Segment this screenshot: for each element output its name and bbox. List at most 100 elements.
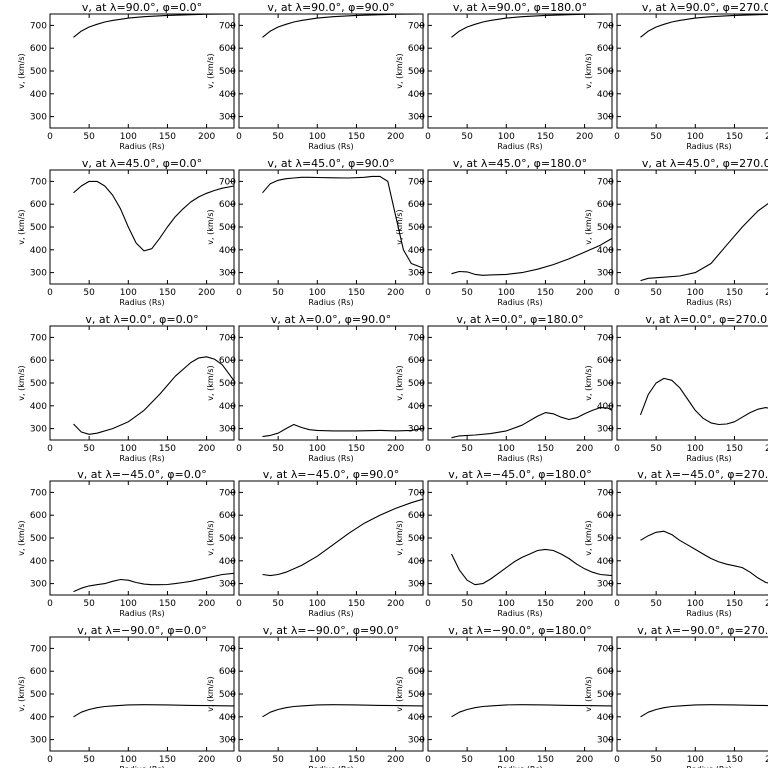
chart-title: v, at λ=−45.0°, φ=180.0°	[448, 468, 591, 481]
x-tick-label: 0	[614, 444, 620, 454]
x-tick-label: 50	[272, 599, 284, 609]
x-tick-label: 200	[198, 444, 215, 454]
chart-title: v, at λ=0.0°, φ=90.0°	[271, 313, 391, 326]
y-tick-label: 700	[30, 21, 47, 31]
series-line-1	[73, 572, 235, 593]
y-tick-label: 500	[597, 223, 614, 233]
y-axis-label: v, (km/s)	[395, 209, 404, 244]
y-tick-label: 600	[408, 44, 425, 54]
y-tick-label: 400	[219, 246, 236, 256]
y-tick-label: 600	[219, 356, 236, 366]
y-tick-label: 500	[408, 223, 425, 233]
x-tick-label: 150	[726, 755, 743, 765]
x-axis-label: Radius (Rs)	[497, 142, 542, 151]
x-tick-label: 0	[614, 599, 620, 609]
x-tick-label: 150	[159, 288, 176, 298]
y-tick-label: 300	[597, 736, 614, 746]
chart-title: v, at λ=−45.0°, φ=270.0°	[637, 468, 768, 481]
series-line-1	[640, 202, 768, 282]
x-tick-label: 50	[650, 755, 662, 765]
x-tick-label: 150	[348, 288, 365, 298]
x-tick-label: 50	[83, 599, 95, 609]
y-tick-label: 600	[219, 200, 236, 210]
y-tick-label: 500	[219, 534, 236, 544]
chart-panel-2: 0 50 100 150 200 300 400 500 600 700 v, at λ=90.0°…	[206, 1, 424, 151]
x-tick-label: 100	[309, 444, 326, 454]
x-tick-label: 200	[765, 444, 768, 454]
y-tick-label: 300	[30, 113, 47, 123]
y-tick-label: 400	[219, 402, 236, 412]
y-tick-label: 500	[30, 379, 47, 389]
series-line-1	[262, 704, 424, 718]
chart-panel-16: 0 50 100 150 200 300 400 500 600 700 v, at λ=−45.0…	[584, 468, 768, 618]
series-line-1	[262, 13, 424, 38]
x-axis-label: Radius (Rs)	[497, 454, 542, 463]
x-tick-label: 50	[461, 132, 473, 142]
y-tick-label: 700	[30, 177, 47, 187]
y-tick-label: 400	[30, 402, 47, 412]
y-tick-label: 500	[30, 67, 47, 77]
x-tick-label: 150	[537, 288, 554, 298]
plot-frame	[616, 169, 768, 285]
y-tick-label: 300	[408, 425, 425, 435]
y-tick-label: 400	[30, 713, 47, 723]
x-tick-label: 100	[498, 132, 515, 142]
chart-panel-18: 0 50 100 150 200 300 400 500 600 700 v, at λ=−90.0…	[206, 624, 424, 768]
x-tick-label: 0	[425, 444, 431, 454]
x-tick-label: 0	[614, 288, 620, 298]
y-axis-label: v, (km/s)	[206, 365, 215, 400]
y-axis-label: v, (km/s)	[395, 365, 404, 400]
y-tick-label: 400	[408, 246, 425, 256]
y-tick-label: 700	[30, 644, 47, 654]
y-tick-label: 700	[30, 488, 47, 498]
y-axis-label: v, (km/s)	[206, 520, 215, 555]
chart-title: v, at λ=45.0°, φ=270.0°	[642, 157, 768, 170]
y-tick-label: 700	[219, 21, 236, 31]
x-tick-label: 50	[461, 444, 473, 454]
x-tick-label: 50	[83, 288, 95, 298]
x-tick-label: 100	[120, 288, 137, 298]
y-tick-label: 700	[597, 488, 614, 498]
x-tick-label: 100	[309, 288, 326, 298]
series-line-1	[73, 13, 235, 38]
y-tick-label: 300	[597, 425, 614, 435]
chart-title: v, at λ=0.0°, φ=180.0°	[456, 313, 583, 326]
y-tick-label: 300	[30, 269, 47, 279]
y-tick-label: 400	[219, 90, 236, 100]
x-tick-label: 0	[425, 755, 431, 765]
x-tick-label: 100	[120, 132, 137, 142]
y-tick-label: 500	[408, 690, 425, 700]
y-tick-label: 500	[219, 67, 236, 77]
x-tick-label: 0	[425, 599, 431, 609]
plot-frame	[616, 325, 768, 441]
y-tick-label: 600	[219, 667, 236, 677]
x-tick-label: 200	[198, 132, 215, 142]
y-axis-label: v, (km/s)	[206, 676, 215, 711]
x-tick-label: 100	[687, 288, 704, 298]
y-axis-label: v, (km/s)	[395, 520, 404, 555]
y-tick-label: 400	[219, 713, 236, 723]
x-tick-label: 0	[236, 755, 242, 765]
chart-title: v, at λ=−90.0°, φ=180.0°	[448, 624, 591, 637]
y-axis-label: v, (km/s)	[395, 676, 404, 711]
y-tick-label: 400	[30, 557, 47, 567]
plot-frame	[616, 13, 768, 129]
y-tick-label: 600	[30, 667, 47, 677]
y-tick-label: 300	[219, 736, 236, 746]
series-line-1	[73, 180, 235, 252]
y-tick-label: 300	[597, 113, 614, 123]
series-line-1	[640, 13, 768, 38]
x-axis-label: Radius (Rs)	[686, 454, 731, 463]
y-tick-label: 500	[597, 690, 614, 700]
x-tick-label: 200	[198, 288, 215, 298]
y-tick-label: 700	[219, 177, 236, 187]
y-tick-label: 600	[219, 44, 236, 54]
x-tick-label: 100	[309, 599, 326, 609]
y-tick-label: 400	[597, 713, 614, 723]
x-tick-label: 100	[120, 599, 137, 609]
x-axis-label: Radius (Rs)	[119, 298, 164, 307]
x-tick-label: 150	[159, 755, 176, 765]
y-tick-label: 500	[30, 223, 47, 233]
x-axis-label: Radius (Rs)	[308, 454, 353, 463]
x-tick-label: 200	[576, 444, 593, 454]
